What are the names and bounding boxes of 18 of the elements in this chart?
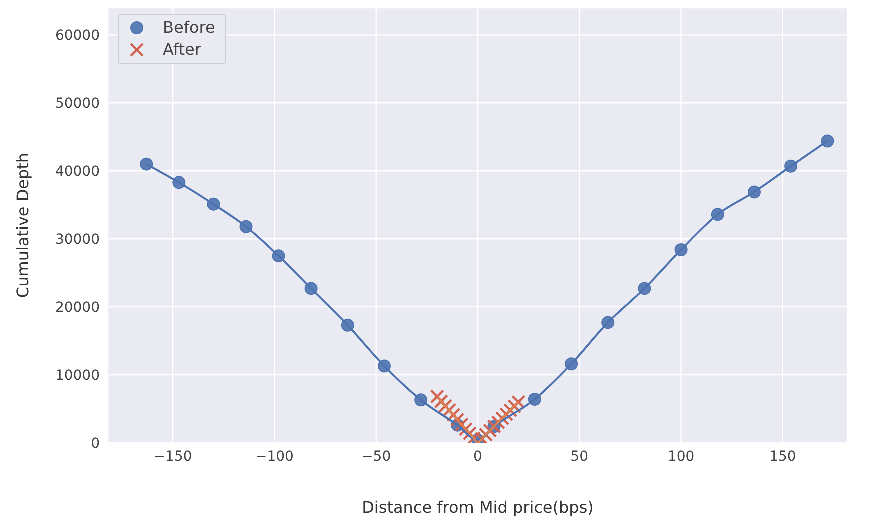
y-tick-label: 30000 xyxy=(55,232,100,248)
y-axis-title: Cumulative Depth xyxy=(14,152,33,298)
y-tick-label: 50000 xyxy=(55,96,100,112)
x-tick-label: −150 xyxy=(154,448,192,465)
y-tick-label: 20000 xyxy=(55,300,100,316)
y-tick-label: 60000 xyxy=(55,28,100,44)
legend-label: Before xyxy=(163,17,216,39)
x-tick-label: −50 xyxy=(362,448,392,465)
y-tick-label: 0 xyxy=(91,436,100,452)
y-tick-label: 10000 xyxy=(55,368,100,384)
legend-label: After xyxy=(163,39,202,61)
x-tick-label: 50 xyxy=(570,448,589,465)
x-axis-title: Distance from Mid price(bps) xyxy=(362,498,594,517)
x-tick-label: 100 xyxy=(668,448,695,465)
x-tick-label: 0 xyxy=(474,448,482,465)
y-tick-label: 40000 xyxy=(55,164,100,180)
x-tick-label: 150 xyxy=(770,448,796,465)
x-tick-label: −100 xyxy=(255,448,294,465)
